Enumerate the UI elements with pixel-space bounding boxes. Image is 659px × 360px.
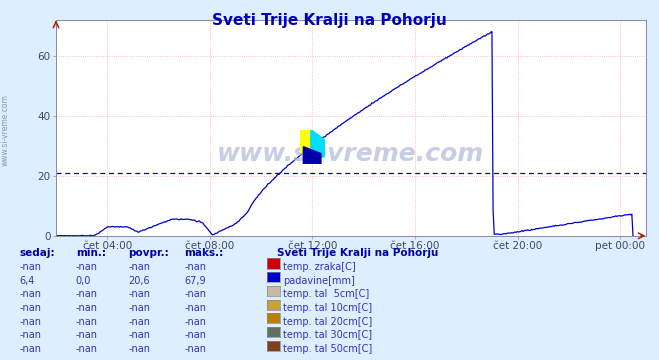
Text: sedaj:: sedaj: — [20, 248, 55, 258]
Text: 20,6: 20,6 — [129, 276, 150, 286]
Text: -nan: -nan — [185, 317, 206, 327]
Text: Sveti Trije Kralji na Pohorju: Sveti Trije Kralji na Pohorju — [212, 13, 447, 28]
Text: -nan: -nan — [129, 262, 150, 272]
Text: -nan: -nan — [129, 303, 150, 313]
Text: temp. tal 20cm[C]: temp. tal 20cm[C] — [283, 317, 372, 327]
Text: -nan: -nan — [129, 289, 150, 300]
Text: temp. zraka[C]: temp. zraka[C] — [283, 262, 356, 272]
Text: maks.:: maks.: — [185, 248, 224, 258]
Text: Sveti Trije Kralji na Pohorju: Sveti Trije Kralji na Pohorju — [277, 248, 438, 258]
Text: -nan: -nan — [20, 262, 42, 272]
Text: -nan: -nan — [129, 344, 150, 354]
Text: www.si-vreme.com: www.si-vreme.com — [217, 142, 484, 166]
Text: -nan: -nan — [76, 330, 98, 341]
Text: temp. tal  5cm[C]: temp. tal 5cm[C] — [283, 289, 370, 300]
Text: -nan: -nan — [20, 330, 42, 341]
Text: -nan: -nan — [76, 303, 98, 313]
Text: www.si-vreme.com: www.si-vreme.com — [1, 94, 10, 166]
Text: -nan: -nan — [76, 262, 98, 272]
Text: -nan: -nan — [20, 303, 42, 313]
Text: min.:: min.: — [76, 248, 106, 258]
Text: temp. tal 10cm[C]: temp. tal 10cm[C] — [283, 303, 372, 313]
Text: -nan: -nan — [76, 289, 98, 300]
Text: -nan: -nan — [185, 330, 206, 341]
Text: -nan: -nan — [20, 317, 42, 327]
Text: -nan: -nan — [76, 317, 98, 327]
Text: -nan: -nan — [129, 317, 150, 327]
Text: -nan: -nan — [20, 344, 42, 354]
Text: -nan: -nan — [185, 289, 206, 300]
Text: -nan: -nan — [185, 344, 206, 354]
Text: 6,4: 6,4 — [20, 276, 35, 286]
Text: -nan: -nan — [185, 262, 206, 272]
Text: temp. tal 50cm[C]: temp. tal 50cm[C] — [283, 344, 372, 354]
Text: povpr.:: povpr.: — [129, 248, 169, 258]
Text: 67,9: 67,9 — [185, 276, 206, 286]
Polygon shape — [300, 130, 314, 152]
Text: -nan: -nan — [76, 344, 98, 354]
Text: 0,0: 0,0 — [76, 276, 91, 286]
Text: -nan: -nan — [185, 303, 206, 313]
Text: -nan: -nan — [129, 330, 150, 341]
Polygon shape — [311, 130, 325, 157]
Polygon shape — [303, 147, 321, 164]
Text: temp. tal 30cm[C]: temp. tal 30cm[C] — [283, 330, 372, 341]
Text: padavine[mm]: padavine[mm] — [283, 276, 355, 286]
Text: -nan: -nan — [20, 289, 42, 300]
